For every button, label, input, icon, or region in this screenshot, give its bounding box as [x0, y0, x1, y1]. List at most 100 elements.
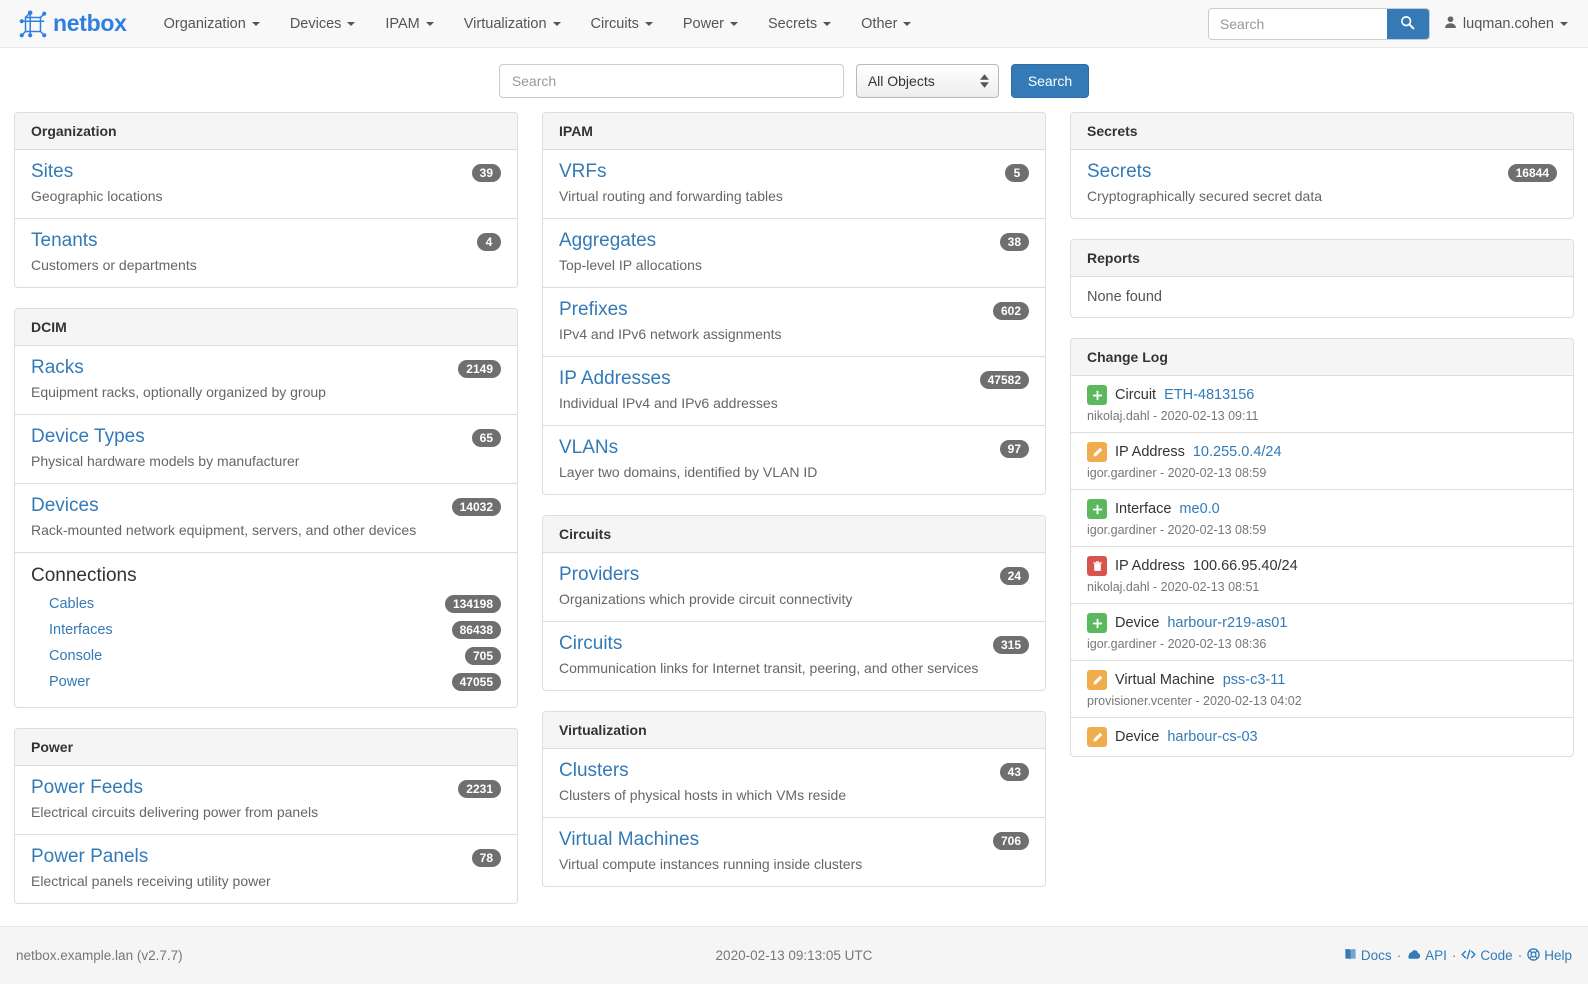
brand-logo[interactable]: netbox — [14, 9, 127, 39]
list-item[interactable]: Virtual Machines 706 Virtual compute ins… — [543, 818, 1045, 886]
link-cables[interactable]: Cables — [49, 596, 95, 612]
list-item[interactable]: Power Panels 78 Electrical panels receiv… — [15, 835, 517, 903]
item-description: Layer two domains, identified by VLAN ID — [559, 464, 818, 480]
changelog-meta: nikolaj.dahl - 2020-02-13 09:11 — [1087, 409, 1259, 423]
nav-label-circuits: Circuits — [590, 15, 639, 32]
count-badge: 43 — [999, 763, 1029, 781]
changelog-entry[interactable]: Device harbour-cs-03 — [1071, 718, 1573, 756]
nav-item-ipam[interactable]: IPAM — [370, 1, 448, 47]
changelog-object-link[interactable]: me0.0 — [1179, 501, 1220, 517]
link-circuits[interactable]: Circuits — [559, 633, 623, 654]
changelog-entry[interactable]: IP Address 10.255.0.4/24 igor.gardiner -… — [1071, 433, 1573, 490]
changelog-object-link[interactable]: pss-c3-11 — [1222, 672, 1286, 688]
link-aggregates[interactable]: Aggregates — [559, 230, 657, 251]
panel-power: Power Power Feeds 2231 Electrical circui… — [14, 728, 518, 904]
plus-icon — [1087, 613, 1107, 633]
changelog-object-link[interactable]: ETH-4813156 — [1164, 387, 1255, 403]
link-sites[interactable]: Sites — [31, 161, 74, 182]
nav-menu: Organization Devices IPAM Virtualization… — [149, 1, 1208, 47]
connections-item-interfaces[interactable]: Interfaces 86438 — [31, 617, 501, 643]
chevron-down-icon — [903, 21, 912, 26]
connections-item-cables[interactable]: Cables 134198 — [31, 591, 501, 617]
navbar-search-input[interactable] — [1208, 8, 1387, 39]
list-item[interactable]: Device Types 65 Physical hardware models… — [15, 415, 517, 484]
list-item[interactable]: Clusters 43 Clusters of physical hosts i… — [543, 749, 1045, 818]
item-description: Electrical panels receiving utility powe… — [31, 873, 271, 889]
footer-link-label: Help — [1544, 948, 1572, 963]
search-input[interactable] — [498, 64, 844, 98]
connections-block: Connections Cables 134198 Interfaces 864… — [15, 553, 517, 707]
link-devices[interactable]: Devices — [31, 495, 99, 516]
item-description: Physical hardware models by manufacturer — [31, 453, 300, 469]
footer-link-help[interactable]: Help — [1527, 947, 1572, 964]
count-badge: 315 — [992, 636, 1029, 654]
footer-host: netbox.example.lan (v2.7.7) — [16, 948, 183, 963]
life-ring-icon — [1527, 947, 1540, 964]
nav-item-power[interactable]: Power — [668, 1, 753, 47]
panel-virtualization: Virtualization Clusters 43 Clusters of p… — [542, 711, 1046, 887]
nav-item-virtualization[interactable]: Virtualization — [449, 1, 576, 47]
list-item[interactable]: Racks 2149 Equipment racks, optionally o… — [15, 346, 517, 415]
link-power-panels[interactable]: Power Panels — [31, 846, 149, 867]
link-secrets[interactable]: Secrets — [1087, 161, 1152, 182]
changelog-entry[interactable]: Circuit ETH-4813156 nikolaj.dahl - 2020-… — [1071, 376, 1573, 433]
count-badge: 2231 — [458, 780, 501, 798]
link-vrfs[interactable]: VRFs — [559, 161, 607, 182]
list-item[interactable]: Devices 14032 Rack-mounted network equip… — [15, 484, 517, 553]
link-device-types[interactable]: Device Types — [31, 426, 145, 447]
panel-secrets: Secrets Secrets 16844 Cryptographically … — [1070, 112, 1574, 219]
count-badge: 86438 — [451, 621, 501, 639]
user-menu[interactable]: luqman.cohen — [1444, 15, 1574, 33]
list-item[interactable]: Power Feeds 2231 Electrical circuits del… — [15, 766, 517, 835]
link-power-connections[interactable]: Power — [49, 674, 91, 690]
changelog-object-link[interactable]: harbour-cs-03 — [1167, 729, 1258, 745]
link-power-feeds[interactable]: Power Feeds — [31, 777, 143, 798]
footer-link-docs[interactable]: Docs — [1344, 948, 1392, 964]
link-interfaces[interactable]: Interfaces — [49, 622, 113, 638]
count-badge: 4 — [477, 233, 501, 251]
nav-item-secrets[interactable]: Secrets — [753, 1, 846, 47]
search-submit-button[interactable]: Search — [1010, 64, 1090, 98]
pencil-icon — [1087, 442, 1107, 462]
changelog-object-link[interactable]: harbour-r219-as01 — [1167, 615, 1288, 631]
list-item[interactable]: Tenants 4 Customers or departments — [15, 219, 517, 287]
list-item[interactable]: Sites 39 Geographic locations — [15, 150, 517, 219]
footer-link-code[interactable]: Code — [1461, 948, 1513, 964]
link-racks[interactable]: Racks — [31, 357, 84, 378]
link-prefixes[interactable]: Prefixes — [559, 299, 628, 320]
list-item[interactable]: Prefixes 602 IPv4 and IPv6 network assig… — [543, 288, 1045, 357]
link-tenants[interactable]: Tenants — [31, 230, 98, 251]
connections-item-console[interactable]: Console 705 — [31, 643, 501, 669]
link-vlans[interactable]: VLANs — [559, 437, 619, 458]
changelog-object-link[interactable]: 10.255.0.4/24 — [1192, 444, 1282, 460]
nav-item-devices[interactable]: Devices — [275, 1, 371, 47]
changelog-entry[interactable]: Virtual Machine pss-c3-11 provisioner.vc… — [1071, 661, 1573, 718]
list-item[interactable]: VLANs 97 Layer two domains, identified b… — [543, 426, 1045, 494]
list-item[interactable]: Circuits 315 Communication links for Int… — [543, 622, 1045, 690]
count-badge: 5 — [1005, 164, 1029, 182]
connections-item-power[interactable]: Power 47055 — [31, 669, 501, 695]
navbar-search-button[interactable] — [1386, 8, 1429, 39]
count-badge: 706 — [992, 832, 1029, 850]
nav-item-organization[interactable]: Organization — [149, 1, 275, 47]
changelog-entry[interactable]: IP Address 100.66.95.40/24 nikolaj.dahl … — [1071, 547, 1573, 604]
changelog-entry[interactable]: Interface me0.0 igor.gardiner - 2020-02-… — [1071, 490, 1573, 547]
list-item[interactable]: IP Addresses 47582 Individual IPv4 and I… — [543, 357, 1045, 426]
list-item[interactable]: Providers 24 Organizations which provide… — [543, 553, 1045, 622]
link-providers[interactable]: Providers — [559, 564, 640, 585]
list-item[interactable]: Secrets 16844 Cryptographically secured … — [1071, 150, 1573, 218]
link-console[interactable]: Console — [49, 648, 103, 664]
link-ip-addresses[interactable]: IP Addresses — [559, 368, 671, 389]
nav-item-other[interactable]: Other — [846, 1, 926, 47]
list-item[interactable]: VRFs 5 Virtual routing and forwarding ta… — [543, 150, 1045, 219]
panel-title-virtualization: Virtualization — [543, 712, 1045, 749]
link-virtual-machines[interactable]: Virtual Machines — [559, 829, 700, 850]
item-description: Geographic locations — [31, 188, 163, 204]
object-type-select[interactable]: All Objects — [855, 64, 999, 98]
footer-link-api[interactable]: API — [1406, 948, 1447, 963]
link-clusters[interactable]: Clusters — [559, 760, 629, 781]
count-badge: 705 — [464, 647, 501, 665]
nav-item-circuits[interactable]: Circuits — [576, 1, 668, 47]
changelog-entry[interactable]: Device harbour-r219-as01 igor.gardiner -… — [1071, 604, 1573, 661]
list-item[interactable]: Aggregates 38 Top-level IP allocations — [543, 219, 1045, 288]
